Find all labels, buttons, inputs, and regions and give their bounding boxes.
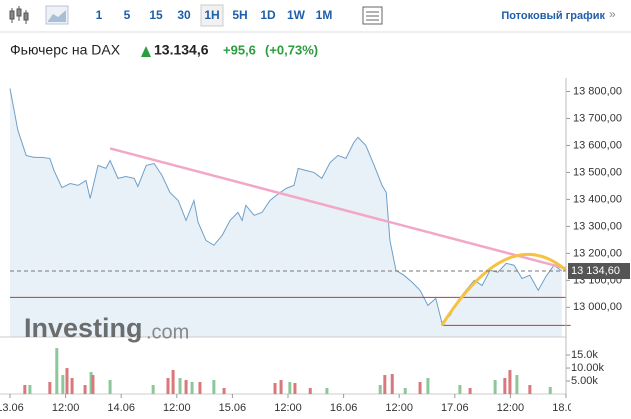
volume-bar xyxy=(293,383,297,394)
up-arrow xyxy=(141,46,151,57)
x-tick-label: 12:00 xyxy=(274,402,302,414)
y-tick-label: 13 600,00 xyxy=(573,139,622,151)
interval-button[interactable]: 1H xyxy=(204,8,219,22)
volume-bar xyxy=(493,380,497,394)
x-tick-label: 15.06 xyxy=(219,402,247,414)
volume-bar xyxy=(383,375,387,394)
x-tick-label: 17.06 xyxy=(441,402,469,414)
volume-bar xyxy=(528,385,532,394)
x-tick-label: 16.06 xyxy=(330,402,358,414)
price-change: +95,6 xyxy=(223,42,256,57)
volume-bar xyxy=(390,374,394,394)
x-tick-label: 14.06 xyxy=(107,402,135,414)
interval-button[interactable]: 1M xyxy=(316,8,333,22)
streaming-link[interactable]: Потоковый график xyxy=(501,10,605,22)
interval-button[interactable]: 5 xyxy=(124,8,131,22)
y-tick-label: 13 300,00 xyxy=(573,220,622,232)
table-icon[interactable] xyxy=(362,6,383,25)
volume-bar xyxy=(178,378,182,394)
interval-button[interactable]: 30 xyxy=(177,8,191,22)
volume-bar xyxy=(23,385,27,394)
y-tick-label: 13 000,00 xyxy=(573,301,622,313)
volume-bar xyxy=(325,388,329,394)
volume-bar xyxy=(508,370,512,394)
arc-drawing xyxy=(440,253,567,327)
interval-button[interactable]: 1D xyxy=(260,8,276,22)
y-tick-label: 5.00k xyxy=(571,375,598,387)
y-tick-label: 13 200,00 xyxy=(573,247,622,259)
volume-bar xyxy=(83,385,87,394)
current-price-label: 13 134,60 xyxy=(571,265,620,277)
volume-bar xyxy=(108,380,112,394)
x-tick-label: 13.06 xyxy=(0,402,24,414)
volume-bar xyxy=(166,378,170,394)
y-tick-label: 13 500,00 xyxy=(573,166,622,178)
x-tick-label: 18.06 xyxy=(552,402,580,414)
volume-bar xyxy=(28,385,32,394)
streaming-arrow[interactable]: » xyxy=(609,7,616,21)
volume-bar xyxy=(171,370,175,394)
volume-bar xyxy=(378,385,382,394)
volume-bar xyxy=(418,382,422,394)
volume-bar xyxy=(288,382,292,394)
current-price-box xyxy=(568,263,630,280)
volume-bar xyxy=(212,380,216,394)
candle-icon[interactable] xyxy=(9,6,29,24)
volume-bar xyxy=(426,378,430,394)
x-tick-label: 12:00 xyxy=(385,402,413,414)
y-tick-label: 13 400,00 xyxy=(573,193,622,205)
x-tick-label: 12:00 xyxy=(497,402,525,414)
volume-bar xyxy=(48,382,52,394)
volume-bar xyxy=(61,375,65,394)
y-tick-label: 13 700,00 xyxy=(573,112,622,124)
volume-bar xyxy=(151,385,155,394)
x-tick-label: 12:00 xyxy=(52,402,80,414)
volume-bar xyxy=(222,388,226,394)
volume-bar xyxy=(198,382,202,394)
trendline xyxy=(109,147,567,270)
watermark: Investing .com xyxy=(24,313,189,343)
watermark-brand: Investing xyxy=(24,313,143,343)
volume-bar xyxy=(91,375,95,394)
interval-button[interactable]: 1 xyxy=(96,8,103,22)
volume-bar xyxy=(279,380,283,394)
interval-button[interactable]: 5H xyxy=(232,8,247,22)
x-axis-labels: 13.06 12:00 14.06 12:00 15.06 12:00 16.06 12:00… xyxy=(0,402,580,414)
interval-button[interactable]: 15 xyxy=(149,8,163,22)
volume-bar xyxy=(273,383,277,394)
volume-bar xyxy=(65,368,69,394)
y-tick-label: 13 800,00 xyxy=(573,85,622,97)
area-fill xyxy=(10,88,562,337)
last-price: 13.134,6 xyxy=(154,42,209,58)
active-interval-box xyxy=(200,4,224,27)
volume-bar xyxy=(190,382,194,394)
instrument-title: Фьючерс на DAX xyxy=(10,42,121,58)
volume-bar xyxy=(468,388,472,394)
volume-bar xyxy=(55,348,59,394)
y-tick-label: 10.00k xyxy=(571,362,605,374)
volume-bar xyxy=(458,385,462,394)
watermark-domain: .com xyxy=(146,321,189,343)
y-tick-label: 15.0k xyxy=(571,349,598,361)
volume-bar xyxy=(403,388,407,394)
x-tick-label: 12:00 xyxy=(163,402,191,414)
area-icon[interactable] xyxy=(45,5,69,25)
volume-bar xyxy=(184,380,188,394)
volume-bar xyxy=(548,387,552,394)
interval-button[interactable]: 1W xyxy=(287,8,306,22)
volume-bar xyxy=(89,372,93,394)
volume-bar xyxy=(308,388,312,394)
volume-bar xyxy=(503,378,507,394)
volume-bar xyxy=(515,375,519,394)
price-change-pct: (+0,73%) xyxy=(265,42,318,57)
volume-bar xyxy=(70,378,74,394)
